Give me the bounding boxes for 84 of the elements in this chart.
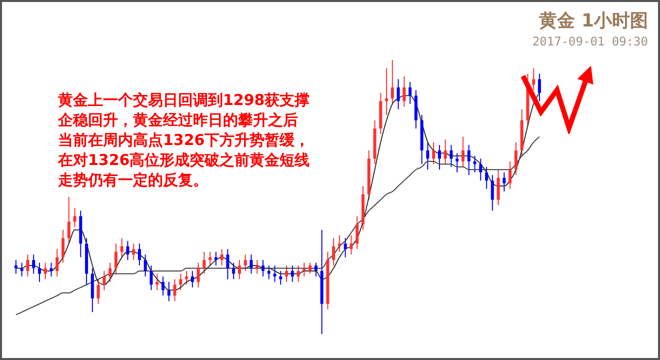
candlestick [202, 251, 206, 274]
candlestick [20, 262, 24, 277]
candlestick [502, 172, 506, 192]
text: 黄金 1小时图 [538, 10, 648, 32]
text: 2017-09-01 09:30 [532, 34, 648, 48]
candlestick [344, 238, 347, 258]
candlestick [179, 273, 182, 291]
candlestick [479, 158, 482, 182]
candlestick [256, 260, 259, 274]
candlestick [432, 142, 436, 165]
candlestick [232, 262, 236, 280]
candlestick [262, 260, 264, 277]
candlestick [208, 251, 212, 266]
candlestick [244, 254, 247, 272]
candlestick [120, 238, 124, 258]
candlestick [56, 248, 59, 277]
candlestick [290, 265, 294, 282]
candlestick [50, 262, 53, 277]
candlestick [402, 76, 406, 108]
annotation: 企稳回升，黄金经过昨日的攀升之后 [58, 110, 299, 130]
candlestick [96, 278, 100, 304]
candlestick [338, 234, 341, 252]
candlestick [508, 160, 512, 190]
candlestick [456, 152, 459, 173]
candlestick [438, 144, 441, 170]
candlestick [273, 265, 276, 282]
candlestick [396, 78, 400, 110]
candlestick [473, 155, 476, 173]
annotation: 在对1326高位形成突破之前黄金短线 [58, 150, 310, 170]
candlestick [150, 265, 153, 291]
candlestick [226, 248, 230, 280]
candlestick [238, 260, 241, 280]
candlestick [144, 254, 147, 277]
candlestick [196, 262, 200, 288]
candlestick [44, 262, 47, 280]
candlestick [296, 265, 300, 282]
candlestick [73, 207, 76, 228]
candlestick [126, 240, 130, 261]
candlestick [485, 166, 488, 190]
candlestick [250, 254, 253, 274]
candlestick [38, 262, 41, 282]
annotation: 走势仍有一定的反复。 [58, 170, 209, 190]
candlestick [114, 243, 118, 274]
candlestick [467, 144, 470, 176]
candlestick [62, 229, 64, 264]
candlestick [490, 174, 494, 212]
candlestick [496, 169, 500, 206]
candlestick [156, 273, 159, 291]
candlestick [214, 251, 218, 266]
candlestick [532, 68, 536, 91]
candlestick [390, 60, 394, 104]
candlestick [462, 136, 464, 168]
annotation: 黄金上一个交易日回调到1298获支撑 [58, 90, 310, 110]
candlestick [279, 270, 282, 286]
candlestick [220, 248, 224, 266]
candlestick [308, 262, 312, 274]
candlestick [356, 216, 359, 250]
candlestick [444, 138, 447, 165]
candlestick [538, 73, 541, 102]
candlestick [185, 270, 188, 286]
candlestick [450, 144, 453, 168]
candlestick [426, 142, 430, 170]
candlestick [108, 262, 112, 282]
candlestick [173, 278, 176, 302]
candlestick [14, 260, 18, 274]
candlestick [350, 234, 353, 256]
annotation: 当前在周内高点1326下方升势暂缓， [58, 130, 310, 150]
candlestick [332, 238, 336, 266]
candlestick [67, 196, 70, 244]
candlestick [190, 270, 194, 288]
candlestick [408, 81, 412, 104]
candlestick [285, 265, 288, 282]
candlestick [167, 281, 170, 302]
candlestick [267, 265, 270, 280]
candlestick [385, 68, 388, 116]
candlestick [26, 254, 30, 277]
candlestick [138, 243, 141, 266]
candlestick [162, 276, 164, 296]
candlestick [302, 262, 306, 277]
candlestick [32, 254, 36, 274]
candlestick [102, 270, 106, 291]
candlestick [314, 262, 318, 277]
candlestick [132, 243, 136, 261]
candlestick [514, 142, 518, 176]
